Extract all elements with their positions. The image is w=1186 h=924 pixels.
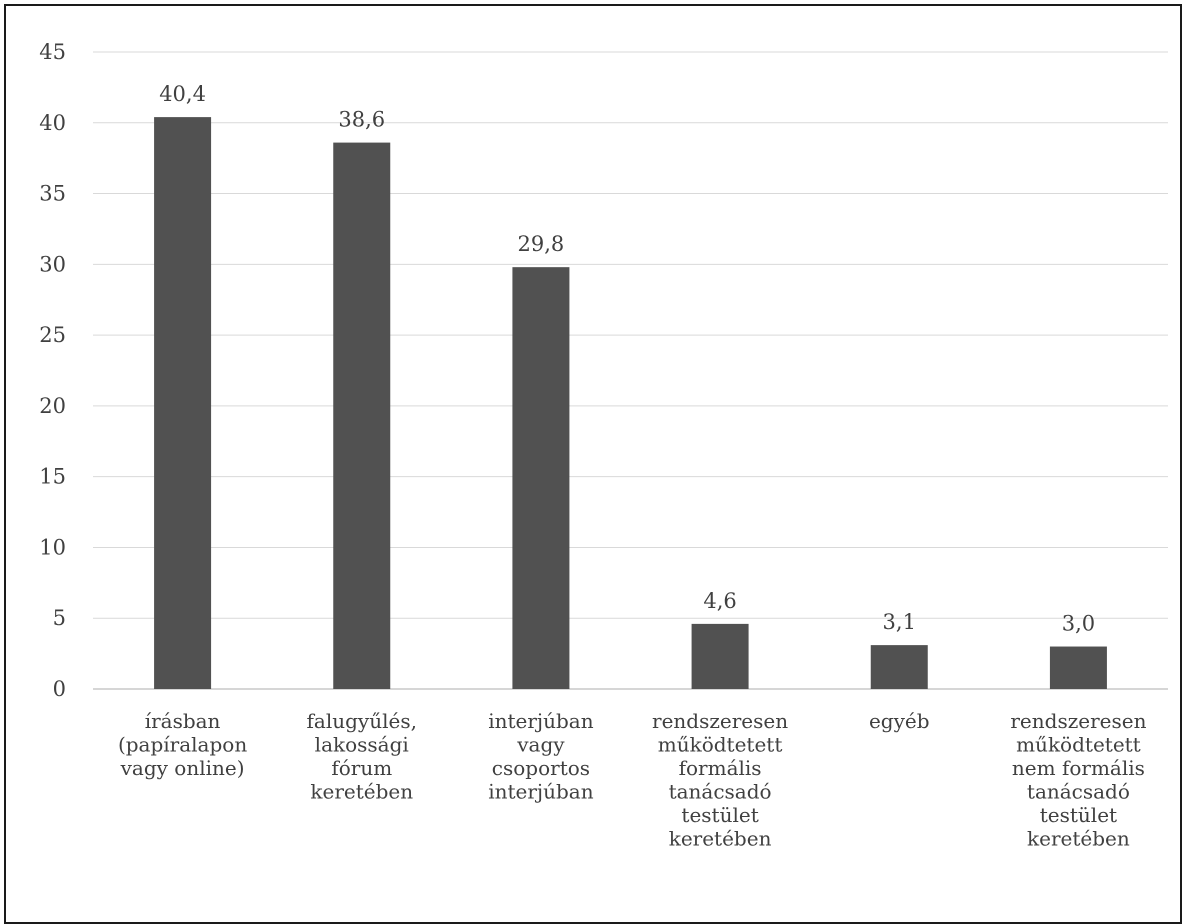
data-label: 3,0 xyxy=(1062,612,1095,636)
y-tick-label: 35 xyxy=(39,182,66,206)
data-label: 38,6 xyxy=(338,108,385,132)
x-tick-label: interjúban vagy csoportos interjúban xyxy=(488,709,594,804)
x-tick-label: írásban (papíralapon vagy online) xyxy=(118,709,247,780)
y-tick-label: 45 xyxy=(39,40,66,64)
x-tick-label: rendszeresen működtetett formális tanácsadó… xyxy=(652,709,788,851)
data-label: 29,8 xyxy=(518,232,565,256)
bar xyxy=(154,117,212,690)
y-tick-label: 10 xyxy=(39,535,66,559)
bar xyxy=(1049,646,1107,689)
bar xyxy=(333,142,391,689)
bar xyxy=(512,267,570,689)
y-tick-label: 5 xyxy=(53,606,66,630)
x-tick-label: egyéb xyxy=(869,709,930,733)
x-tick-label: rendszeresen működtetett nem formális tanác… xyxy=(1010,709,1146,851)
y-tick-label: 0 xyxy=(53,677,66,701)
y-tick-label: 40 xyxy=(39,111,66,135)
data-label: 40,4 xyxy=(159,82,206,106)
data-label: 3,1 xyxy=(883,610,916,634)
y-tick-label: 30 xyxy=(39,252,66,276)
bar xyxy=(691,623,749,689)
data-label: 4,6 xyxy=(703,589,736,613)
y-tick-label: 15 xyxy=(39,465,66,489)
y-tick-label: 25 xyxy=(39,323,66,347)
bar xyxy=(870,645,928,689)
y-tick-label: 20 xyxy=(39,394,66,418)
x-tick-label: falugyűlés, lakossági fórum keretében xyxy=(307,709,417,804)
